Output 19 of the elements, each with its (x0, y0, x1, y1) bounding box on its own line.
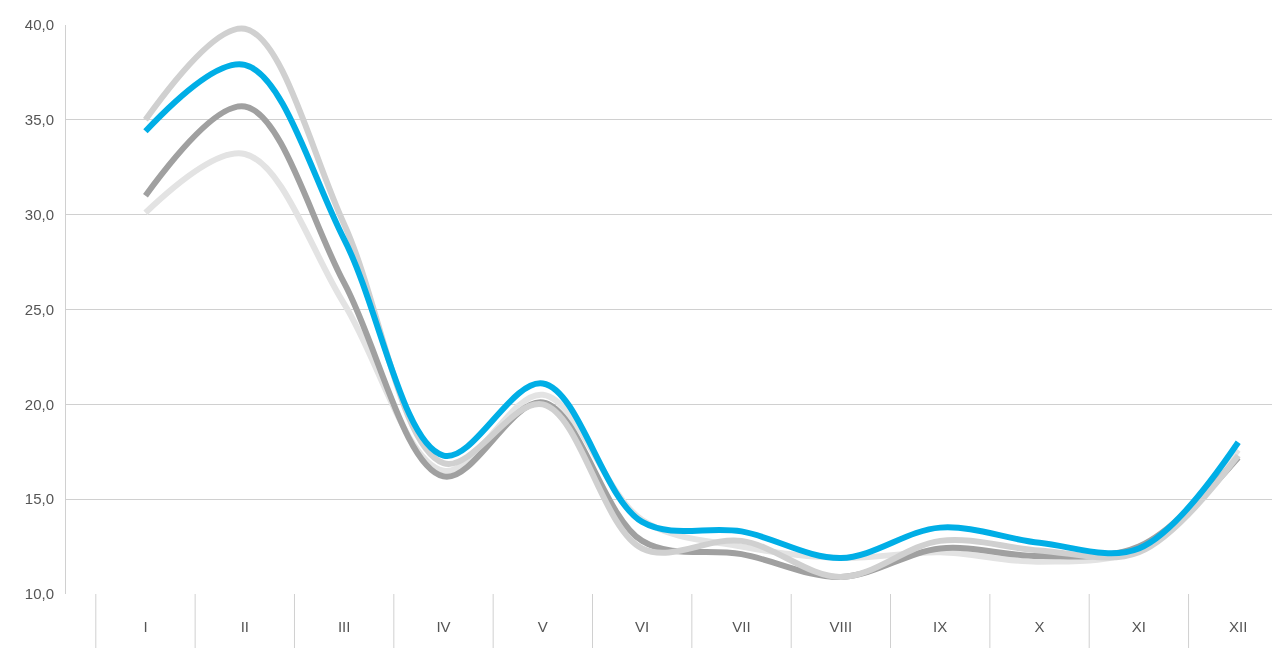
y-tick-label: 10,0 (24, 585, 54, 603)
y-tick-label: 40,0 (24, 16, 54, 34)
x-tick-label: XII (1229, 618, 1248, 635)
x-tick-label: V (537, 618, 548, 635)
y-tick-label: 35,0 (24, 111, 54, 129)
x-tick-label: IX (933, 618, 948, 635)
y-tick-label: 25,0 (24, 300, 54, 318)
x-tick-label: II (240, 618, 249, 635)
x-tick-label: IV (436, 618, 451, 635)
x-tick-label: I (143, 618, 148, 635)
x-tick-label: X (1034, 618, 1045, 635)
y-tick-label: 30,0 (24, 205, 54, 223)
y-tick-label: 20,0 (24, 395, 54, 413)
x-tick-label: III (337, 618, 351, 635)
x-tick-label: XI (1131, 618, 1146, 635)
x-tick-label: VIII (829, 618, 853, 635)
x-tick-label: VI (635, 618, 650, 635)
y-tick-label: 15,0 (24, 490, 54, 508)
x-tick-label: VII (732, 618, 751, 635)
